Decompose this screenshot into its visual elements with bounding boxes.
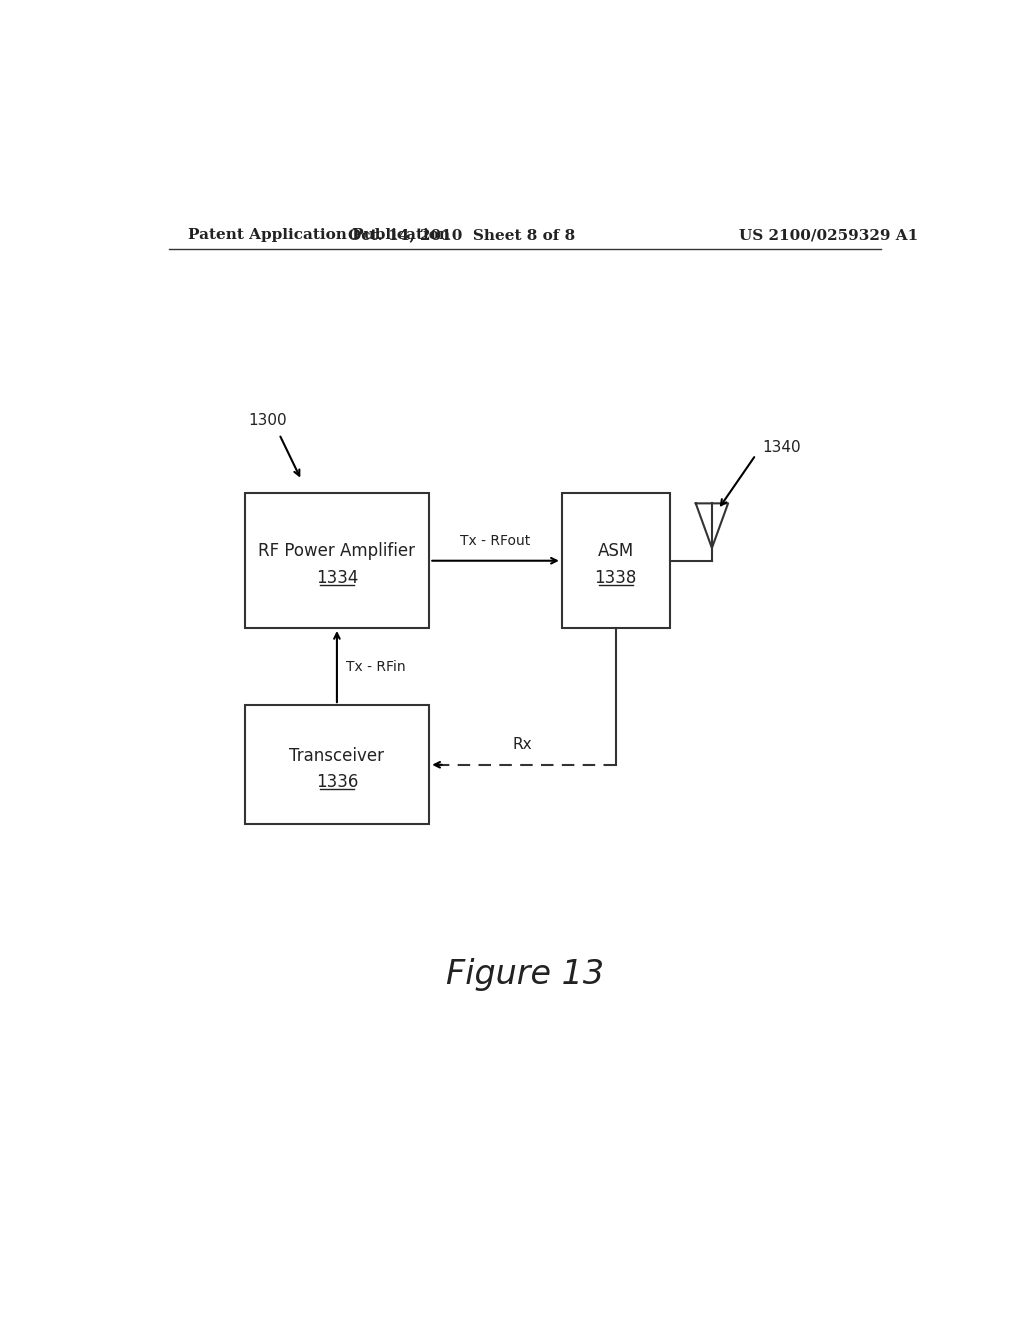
Text: Oct. 14, 2010  Sheet 8 of 8: Oct. 14, 2010 Sheet 8 of 8 xyxy=(348,228,575,243)
Text: Tx - RFout: Tx - RFout xyxy=(461,535,530,548)
Bar xyxy=(245,494,429,628)
Text: Transceiver: Transceiver xyxy=(290,747,384,764)
Text: Figure 13: Figure 13 xyxy=(445,958,604,991)
Text: Tx - RFin: Tx - RFin xyxy=(346,660,406,673)
Text: ASM: ASM xyxy=(598,543,634,561)
Bar xyxy=(245,705,429,825)
Text: 1334: 1334 xyxy=(315,569,358,586)
Text: RF Power Amplifier: RF Power Amplifier xyxy=(258,543,416,561)
Text: US 2100/0259329 A1: US 2100/0259329 A1 xyxy=(739,228,919,243)
Text: 1338: 1338 xyxy=(595,569,637,586)
Text: 1336: 1336 xyxy=(315,772,358,791)
Text: 1340: 1340 xyxy=(762,440,801,454)
Text: Patent Application Publication: Patent Application Publication xyxy=(188,228,451,243)
Text: 1300: 1300 xyxy=(249,413,287,428)
Text: Rx: Rx xyxy=(513,738,532,752)
Polygon shape xyxy=(695,503,728,548)
Bar xyxy=(562,494,670,628)
